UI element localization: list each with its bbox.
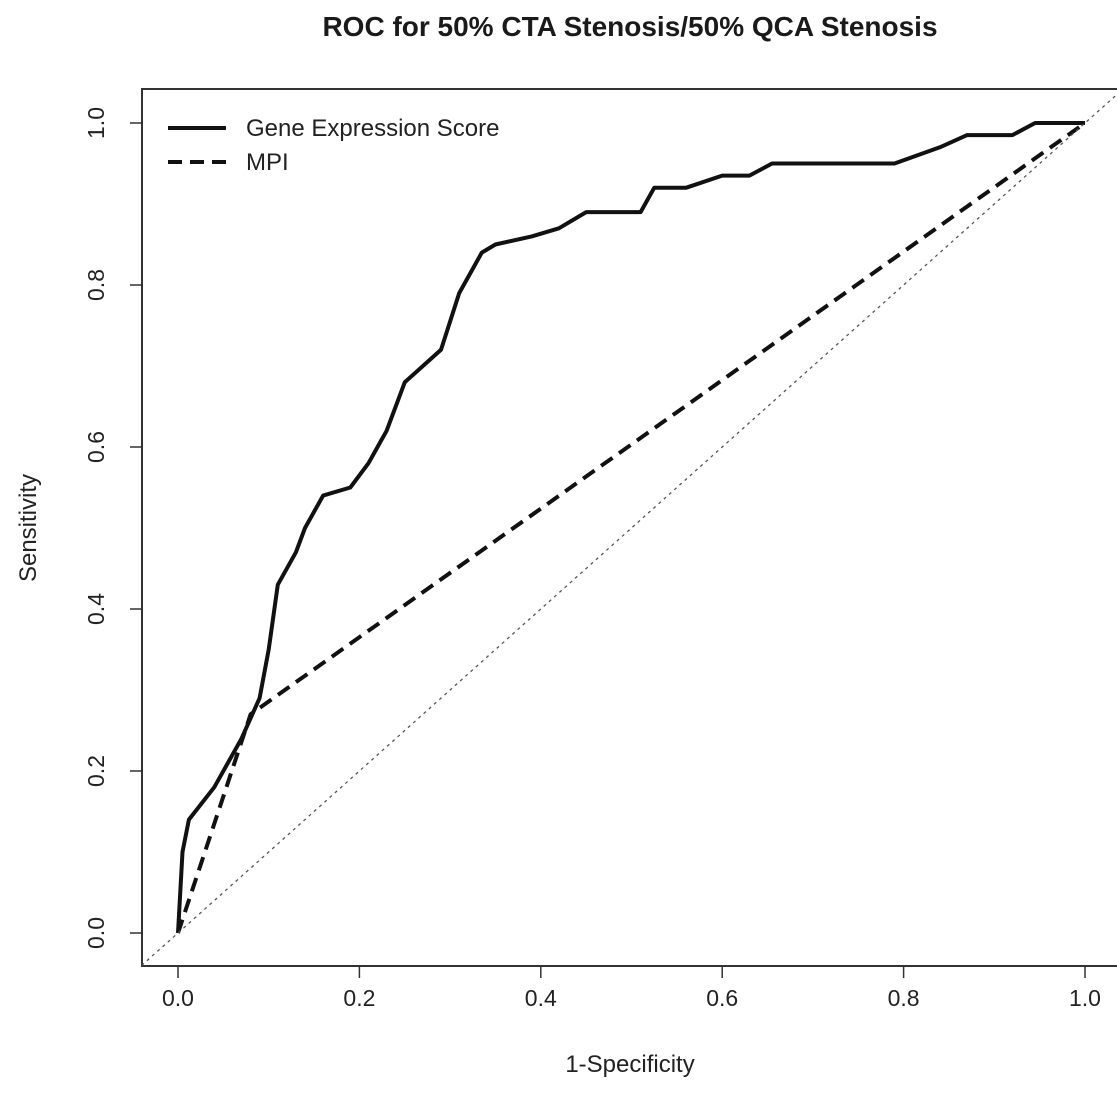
x-axis: 0.0 0.2 0.4 0.6 0.8 1.0 <box>162 965 1101 1011</box>
x-tick-label: 1.0 <box>1069 985 1101 1011</box>
x-axis-label: 1-Specificity <box>565 1051 694 1078</box>
series-layer <box>142 93 1117 966</box>
mpi-curve <box>176 121 1087 934</box>
x-tick-label: 0.0 <box>162 985 194 1011</box>
y-tick-label: 0.6 <box>83 431 109 463</box>
x-tick-label: 0.8 <box>888 985 920 1011</box>
y-tick-label: 0.0 <box>83 917 109 949</box>
y-tick-label: 0.4 <box>83 593 109 625</box>
y-tick-label: 1.0 <box>83 107 109 139</box>
x-tick-label: 0.2 <box>343 985 375 1011</box>
y-axis-label: Sensitivity <box>15 474 42 582</box>
legend: Gene Expression Score MPI <box>168 115 499 176</box>
y-tick-label: 0.8 <box>83 269 109 301</box>
legend-label: MPI <box>246 149 289 176</box>
x-tick-label: 0.6 <box>706 985 738 1011</box>
chart-title: ROC for 50% CTA Stenosis/50% QCA Stenosi… <box>322 11 937 42</box>
gene-expression-score-curve <box>176 121 1085 934</box>
chance-diagonal-line <box>142 93 1117 966</box>
y-axis: 0.0 0.2 0.4 0.6 0.8 1.0 <box>83 107 143 949</box>
x-tick-label: 0.4 <box>525 985 557 1011</box>
y-tick-label: 0.2 <box>83 755 109 787</box>
legend-label: Gene Expression Score <box>246 115 499 142</box>
